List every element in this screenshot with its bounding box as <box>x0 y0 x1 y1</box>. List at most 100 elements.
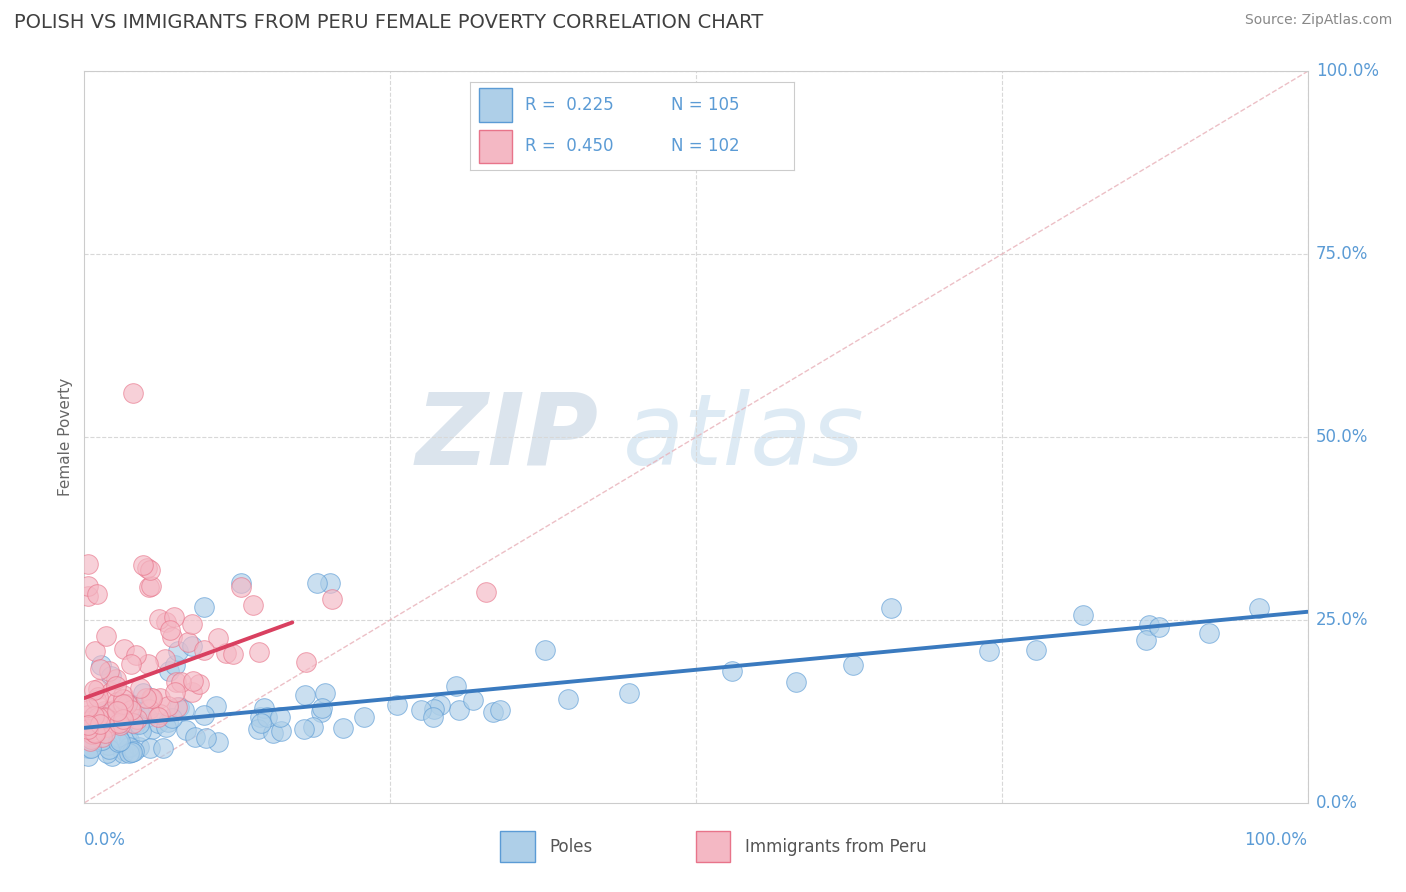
Y-axis label: Female Poverty: Female Poverty <box>58 378 73 496</box>
Point <box>114 697 136 711</box>
Point <box>114 744 136 758</box>
Point <box>139 563 162 577</box>
Point <box>207 734 229 748</box>
Point <box>121 745 143 759</box>
Point <box>177 635 200 649</box>
Point <box>148 715 170 730</box>
Point <box>77 557 100 571</box>
Point <box>112 712 135 726</box>
Point <box>880 601 903 615</box>
Point <box>77 707 100 722</box>
Point <box>108 718 131 732</box>
Point <box>112 688 135 702</box>
Point <box>193 643 215 657</box>
Point <box>205 698 228 713</box>
Point <box>183 674 205 689</box>
Point <box>79 714 101 728</box>
Point <box>305 576 328 591</box>
Point <box>482 706 505 720</box>
Point <box>155 720 177 734</box>
Point <box>533 642 555 657</box>
Text: 50.0%: 50.0% <box>1316 428 1368 446</box>
Point <box>165 675 187 690</box>
Point <box>105 695 128 709</box>
Point <box>132 686 155 700</box>
Point <box>139 579 162 593</box>
Point <box>159 623 181 637</box>
Point <box>166 644 188 658</box>
Point <box>167 699 190 714</box>
Point <box>83 724 105 739</box>
Text: POLISH VS IMMIGRANTS FROM PERU FEMALE POVERTY CORRELATION CHART: POLISH VS IMMIGRANTS FROM PERU FEMALE PO… <box>14 13 763 32</box>
Point <box>80 723 103 737</box>
Point <box>98 741 121 756</box>
Point <box>160 630 183 644</box>
Point <box>120 703 142 717</box>
Point <box>321 592 343 607</box>
Point <box>155 615 177 629</box>
Point <box>128 705 150 719</box>
Point <box>1198 625 1220 640</box>
Point <box>120 657 142 672</box>
Point <box>77 589 100 603</box>
Point <box>841 658 863 673</box>
Point <box>115 698 138 712</box>
Point <box>152 740 174 755</box>
Point <box>193 599 215 614</box>
Point <box>83 644 105 658</box>
Point <box>111 692 134 706</box>
Point <box>173 703 195 717</box>
Point <box>79 713 101 727</box>
Point <box>105 679 128 693</box>
Point <box>96 720 118 734</box>
Point <box>79 734 101 748</box>
Point <box>80 726 103 740</box>
Text: atlas: atlas <box>623 389 865 485</box>
Point <box>110 698 132 712</box>
Point <box>195 731 218 745</box>
Point <box>129 724 152 739</box>
Point <box>262 726 284 740</box>
Point <box>215 647 238 661</box>
Text: ZIP: ZIP <box>415 389 598 485</box>
Point <box>77 699 100 714</box>
Point <box>120 745 142 759</box>
Point <box>409 703 432 717</box>
Point <box>83 709 105 723</box>
Point <box>83 733 105 747</box>
Point <box>112 697 135 711</box>
Point <box>160 711 183 725</box>
Point <box>87 690 110 704</box>
Point <box>139 690 162 705</box>
Point <box>79 731 101 745</box>
Point <box>249 716 271 731</box>
Point <box>105 672 128 686</box>
Point <box>93 706 115 721</box>
Point <box>181 685 204 699</box>
Point <box>101 748 124 763</box>
Point <box>1249 600 1271 615</box>
Point <box>294 655 316 669</box>
Text: Source: ZipAtlas.com: Source: ZipAtlas.com <box>1244 13 1392 28</box>
Point <box>107 710 129 724</box>
Text: 25.0%: 25.0% <box>1316 611 1368 629</box>
Point <box>157 699 180 714</box>
Point <box>118 740 141 755</box>
Point <box>77 703 100 717</box>
Point <box>86 720 108 734</box>
Point <box>141 722 163 736</box>
Point <box>163 610 186 624</box>
Point <box>97 738 120 752</box>
Point <box>385 698 408 712</box>
Point <box>165 658 187 673</box>
Point <box>170 674 193 689</box>
Point <box>256 709 278 723</box>
Point <box>79 741 101 756</box>
Point <box>91 733 114 747</box>
Point <box>107 735 129 749</box>
Point <box>87 682 110 697</box>
Point <box>96 746 118 760</box>
Point <box>319 576 342 591</box>
Point <box>100 669 122 683</box>
Point <box>253 701 276 715</box>
